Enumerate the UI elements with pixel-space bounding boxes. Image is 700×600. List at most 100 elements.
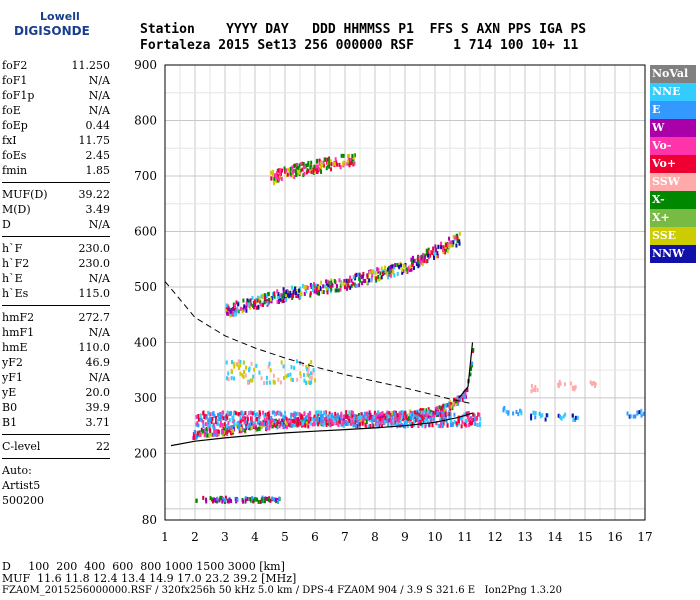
echo-point: [318, 158, 321, 163]
echo-point: [303, 165, 306, 170]
echo-point: [223, 422, 226, 427]
echo-point: [282, 289, 285, 294]
echo-point: [406, 418, 409, 423]
echo-point: [257, 418, 260, 423]
echo-point: [278, 418, 281, 423]
echo-point: [266, 301, 269, 306]
echo-point: [447, 412, 450, 417]
echo-point: [292, 294, 295, 299]
echo-point: [324, 417, 327, 422]
echo-point: [203, 415, 206, 420]
echo-point: [287, 167, 290, 172]
echo-point: [232, 302, 235, 307]
echo-point: [314, 417, 317, 422]
param-key: M(D): [2, 203, 31, 216]
echo-point: [317, 164, 320, 169]
echo-point: [354, 283, 357, 288]
echo-point: [317, 416, 320, 421]
echo-point: [368, 270, 371, 275]
echo-point: [309, 380, 312, 385]
echo-point: [445, 247, 448, 252]
echo-point: [329, 414, 332, 419]
param-key: foF1p: [2, 89, 35, 102]
param-value: N/A: [88, 89, 110, 102]
echo-point: [420, 410, 423, 415]
echo-point: [339, 165, 342, 170]
echo-point: [640, 413, 643, 418]
echo-point: [335, 288, 338, 293]
echo-point: [279, 168, 282, 173]
echo-point: [293, 414, 296, 419]
echo-point: [244, 373, 247, 378]
echo-point: [271, 424, 274, 429]
legend-item-vo-: Vo+: [650, 155, 696, 173]
param-hf2: h`F2 230.0: [2, 256, 110, 271]
echo-point: [536, 388, 539, 393]
echo-point: [420, 256, 423, 261]
x-tick-label: 11: [457, 530, 472, 544]
echo-point: [368, 410, 371, 415]
echo-point: [235, 312, 238, 317]
echo-point: [436, 406, 439, 411]
echo-point: [303, 412, 306, 417]
echo-point: [449, 407, 452, 412]
echo-point: [462, 394, 465, 399]
echo-point: [370, 423, 373, 428]
echo-point: [287, 422, 290, 427]
echo-point: [221, 496, 224, 501]
echo-point: [225, 414, 228, 419]
echo-point: [386, 410, 389, 415]
echo-point: [468, 423, 471, 428]
echo-point: [328, 160, 331, 165]
echo-point: [212, 432, 215, 437]
echo-point: [330, 162, 333, 167]
echo-point: [412, 412, 415, 417]
echo-point: [330, 278, 333, 283]
echo-point: [322, 160, 325, 165]
echo-point: [304, 415, 307, 420]
echo-point: [285, 168, 288, 173]
echo-point: [362, 278, 365, 283]
echo-point: [409, 412, 412, 417]
echo-point: [298, 170, 301, 175]
echo-point: [241, 309, 244, 314]
param-hmf1: hmF1 N/A: [2, 325, 110, 340]
echo-point: [416, 412, 419, 417]
echo-point: [233, 421, 236, 426]
echo-point: [285, 290, 288, 295]
y-tick-label: 300: [134, 391, 157, 405]
echo-point: [321, 163, 324, 168]
echo-point: [327, 157, 330, 162]
echo-point: [576, 415, 579, 420]
echo-point: [634, 414, 637, 419]
echo-point: [316, 170, 319, 175]
echo-point: [251, 378, 254, 383]
echo-point: [246, 424, 249, 429]
echo-point: [297, 170, 300, 175]
echo-point: [314, 378, 317, 383]
echo-point: [308, 416, 311, 421]
echo-point: [249, 496, 252, 501]
echo-point: [293, 287, 296, 292]
param-divider: [2, 236, 110, 237]
echo-point: [267, 364, 270, 369]
echo-point: [431, 251, 434, 256]
echo-point: [202, 424, 205, 429]
echo-point: [384, 415, 387, 420]
echo-point: [242, 307, 245, 312]
echo-point: [387, 414, 390, 419]
echo-point: [452, 240, 455, 245]
echo-point: [322, 284, 325, 289]
echo-point: [273, 181, 276, 186]
echo-point: [206, 433, 209, 438]
echo-point: [231, 311, 234, 316]
echo-point: [340, 282, 343, 287]
echo-point: [224, 495, 227, 500]
echo-point: [457, 415, 460, 420]
echo-point: [289, 372, 292, 377]
legend-item-nnw: NNW: [650, 245, 696, 263]
param-key: h`F2: [2, 257, 30, 270]
echo-point: [220, 430, 223, 435]
echo-point: [427, 247, 430, 252]
param-value: 110.0: [78, 341, 111, 354]
